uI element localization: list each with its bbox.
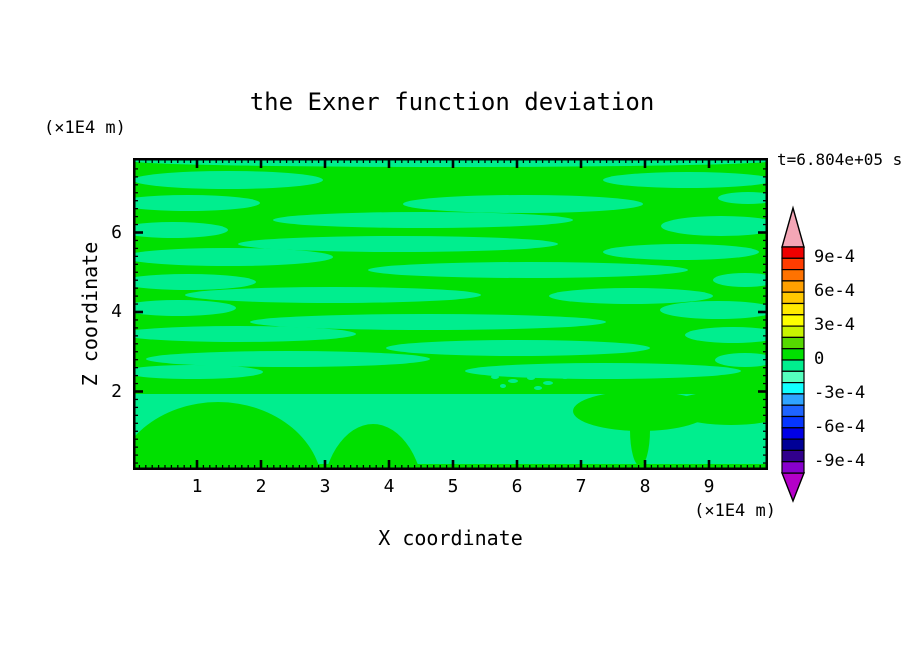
negative-speckle-dot bbox=[527, 376, 535, 380]
colorbar-segment bbox=[781, 438, 805, 452]
positive-band bbox=[133, 380, 768, 394]
positive-bottom-strip bbox=[133, 464, 768, 470]
colorbar-tick-label: 3e-4 bbox=[814, 315, 855, 336]
colorbar-segment bbox=[781, 268, 805, 282]
negative-contour-streak bbox=[185, 287, 481, 303]
negative-speckle-dot bbox=[508, 379, 518, 383]
colorbar-top-arrow bbox=[781, 205, 805, 248]
colorbar-segment bbox=[781, 370, 805, 384]
negative-contour-streak bbox=[465, 363, 741, 379]
negative-contour-streak bbox=[250, 314, 606, 330]
colorbar-segment bbox=[781, 246, 805, 259]
x-tick-label: 9 bbox=[703, 476, 715, 497]
colorbar bbox=[772, 200, 816, 506]
negative-speckle-dot bbox=[500, 384, 506, 388]
negative-contour-streak bbox=[368, 262, 688, 278]
colorbar-segment bbox=[781, 449, 805, 463]
time-annotation: t=6.804e+05 s bbox=[777, 150, 903, 169]
colorbar-tick-label: 9e-4 bbox=[814, 247, 855, 268]
negative-speckle-dot bbox=[543, 381, 553, 385]
colorbar-segment bbox=[781, 393, 805, 406]
x-tick-label: 3 bbox=[319, 476, 331, 497]
colorbar-svg bbox=[780, 205, 806, 503]
colorbar-segment bbox=[781, 427, 805, 440]
colorbar-segment bbox=[781, 359, 805, 372]
negative-contour-streak bbox=[238, 236, 558, 252]
chart-title: the Exner function deviation bbox=[249, 88, 655, 116]
colorbar-segment bbox=[781, 257, 805, 271]
negative-contour-streak bbox=[603, 244, 759, 260]
negative-speckle-dot bbox=[561, 375, 569, 379]
x-tick-label: 5 bbox=[447, 476, 459, 497]
positive-contour-blob bbox=[669, 391, 793, 425]
colorbar-segment bbox=[781, 404, 805, 418]
x-tick-label: 4 bbox=[383, 476, 395, 497]
x-tick-label: 6 bbox=[511, 476, 523, 497]
contour-plot-area bbox=[113, 155, 793, 588]
negative-contour-streak bbox=[123, 365, 263, 379]
colorbar-segment bbox=[781, 314, 805, 327]
colorbar-segment bbox=[781, 280, 805, 293]
negative-contour-streak bbox=[713, 273, 777, 287]
colorbar-bottom-arrow bbox=[780, 472, 806, 503]
x-axis-unit-label: (×1E4 m) bbox=[694, 501, 776, 521]
colorbar-segment bbox=[781, 302, 805, 316]
negative-contour-streak bbox=[133, 171, 323, 189]
positive-contour-blob bbox=[630, 394, 650, 466]
negative-contour-streak bbox=[120, 274, 256, 290]
negative-contour-streak bbox=[403, 195, 643, 213]
negative-contour-streak bbox=[386, 340, 650, 356]
negative-contour-streak bbox=[549, 288, 713, 304]
negative-contour-streak bbox=[603, 172, 773, 188]
y-axis-unit-label: (×1E4 m) bbox=[44, 118, 126, 138]
negative-contour-streak bbox=[120, 300, 236, 316]
colorbar-segment bbox=[781, 348, 805, 361]
negative-contour-streak bbox=[123, 248, 333, 266]
colorbar-segment bbox=[781, 415, 805, 429]
negative-contour-streak bbox=[116, 195, 260, 211]
colorbar-segment bbox=[781, 382, 805, 395]
negative-contour-streak bbox=[685, 327, 781, 343]
negative-contour-streak bbox=[273, 212, 573, 228]
colorbar-segment bbox=[781, 336, 805, 350]
x-tick-label: 8 bbox=[639, 476, 651, 497]
negative-contour-streak bbox=[120, 326, 356, 342]
x-tick-label: 1 bbox=[191, 476, 203, 497]
negative-contour-streak bbox=[118, 222, 228, 238]
negative-contour-streak bbox=[661, 216, 781, 236]
colorbar-segment bbox=[781, 325, 805, 338]
negative-contour-streak bbox=[146, 351, 430, 367]
z-tick-label: 6 bbox=[111, 221, 122, 243]
negative-contour-streak bbox=[660, 301, 776, 319]
colorbar-tick-label: -3e-4 bbox=[814, 382, 866, 403]
colorbar-tick-label: -9e-4 bbox=[814, 450, 866, 471]
negative-contour-streak bbox=[715, 353, 775, 367]
colorbar-segment bbox=[781, 461, 805, 474]
contour-plot-svg bbox=[113, 155, 793, 588]
z-tick-label: 2 bbox=[111, 380, 122, 402]
x-axis-title: X coordinate bbox=[378, 526, 523, 550]
colorbar-tick-label: -6e-4 bbox=[814, 416, 866, 437]
colorbar-tick-label: 0 bbox=[814, 349, 825, 369]
colorbar-tick-label: 6e-4 bbox=[814, 281, 855, 302]
negative-speckle-dot bbox=[491, 375, 499, 379]
plot-frame bbox=[133, 158, 768, 470]
z-tick-label: 4 bbox=[111, 301, 122, 322]
x-tick-label: 7 bbox=[575, 476, 587, 497]
negative-speckle-dot bbox=[534, 386, 542, 390]
x-tick-label: 2 bbox=[255, 476, 267, 497]
colorbar-segment bbox=[781, 291, 805, 305]
